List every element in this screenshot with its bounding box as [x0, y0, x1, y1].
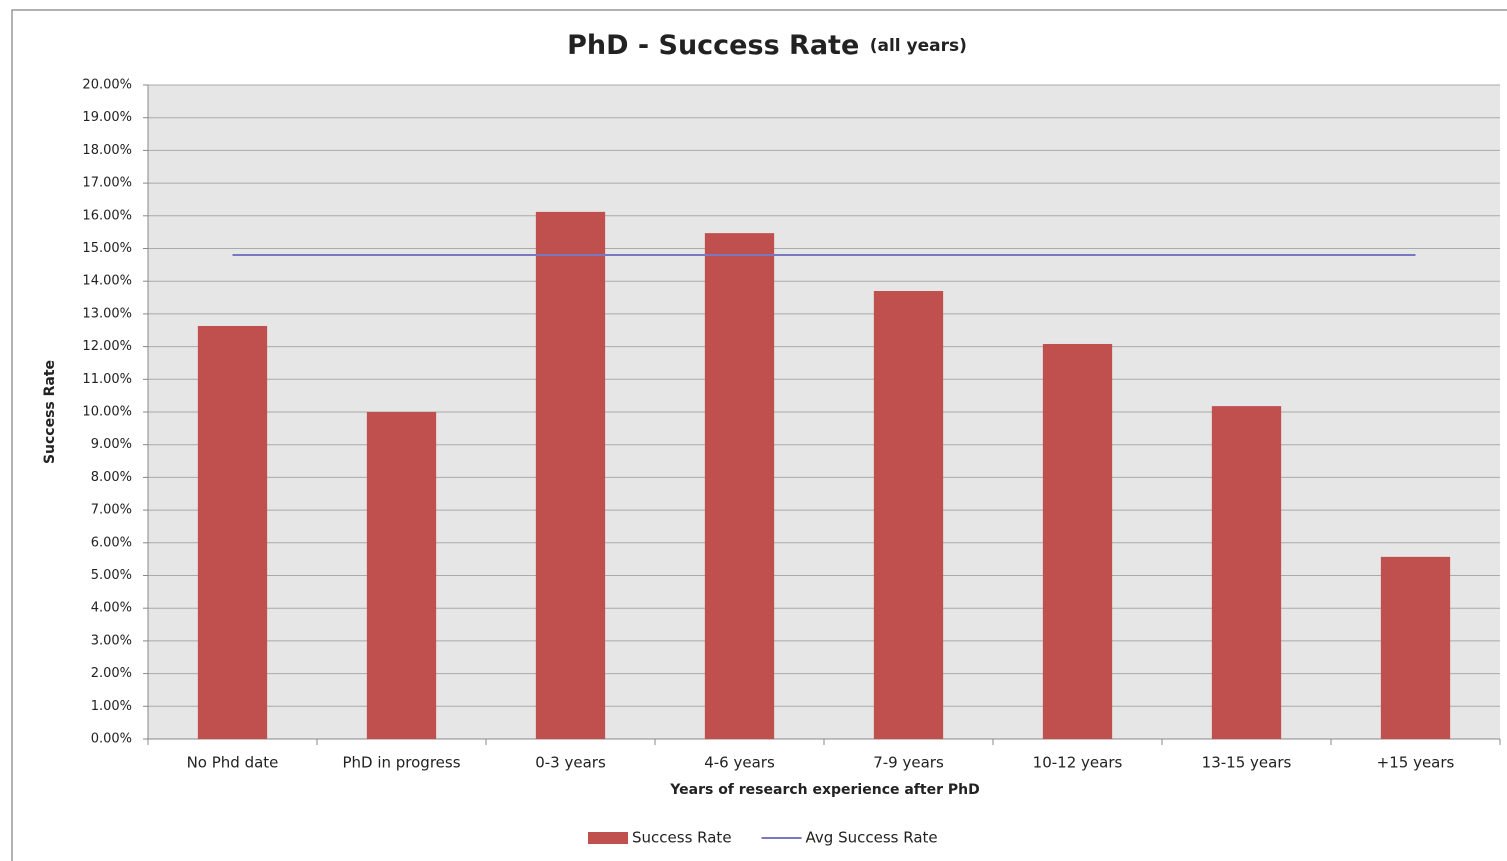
y-tick-label: 15.00% — [82, 241, 132, 256]
x-tick-label: 4-6 years — [704, 754, 775, 772]
chart-title-group: PhD - Success Rate (all years) — [567, 30, 967, 61]
legend-swatch — [588, 832, 628, 844]
bar — [704, 233, 775, 740]
bar — [366, 412, 437, 739]
y-tick-label: 0.00% — [91, 732, 132, 747]
y-tick-label: 13.00% — [82, 306, 132, 321]
bar — [1042, 343, 1113, 739]
bar — [1211, 406, 1282, 739]
y-tick-label: 8.00% — [91, 470, 132, 485]
y-tick-label: 7.00% — [91, 503, 132, 518]
bar — [873, 291, 944, 739]
y-tick-label: 14.00% — [82, 274, 132, 289]
x-tick-label: 7-9 years — [873, 754, 944, 772]
x-tick-label: 13-15 years — [1202, 754, 1292, 772]
legend-label: Avg Success Rate — [806, 829, 938, 847]
y-tick-label: 20.00% — [82, 78, 132, 93]
chart-title: PhD - Success Rate — [567, 30, 859, 61]
x-tick-label: PhD in progress — [342, 754, 460, 772]
y-tick-label: 17.00% — [82, 176, 132, 191]
chart-subtitle: (all years) — [870, 36, 967, 56]
x-tick-label: 0-3 years — [535, 754, 606, 772]
y-axis-title: Success Rate — [42, 360, 58, 464]
bar — [535, 211, 606, 740]
legend-label: Success Rate — [632, 829, 732, 847]
bar — [197, 325, 268, 739]
x-tick-label: +15 years — [1377, 754, 1455, 772]
y-tick-label: 3.00% — [91, 633, 132, 648]
y-tick-label: 6.00% — [91, 535, 132, 550]
y-tick-label: 2.00% — [91, 666, 132, 681]
y-tick-label: 18.00% — [82, 143, 132, 158]
y-tick-label: 11.00% — [82, 372, 132, 387]
bar — [1380, 556, 1451, 739]
y-tick-label: 1.00% — [91, 699, 132, 714]
y-tick-label: 4.00% — [91, 601, 132, 616]
y-tick-label: 10.00% — [82, 405, 132, 420]
y-tick-label: 16.00% — [82, 208, 132, 223]
x-axis-title: Years of research experience after PhD — [669, 782, 979, 798]
y-tick-label: 19.00% — [82, 110, 132, 125]
x-tick-label: No Phd date — [187, 754, 279, 772]
y-tick-label: 9.00% — [91, 437, 132, 452]
y-tick-label: 5.00% — [91, 568, 132, 583]
y-tick-label: 12.00% — [82, 339, 132, 354]
x-tick-label: 10-12 years — [1033, 754, 1123, 772]
